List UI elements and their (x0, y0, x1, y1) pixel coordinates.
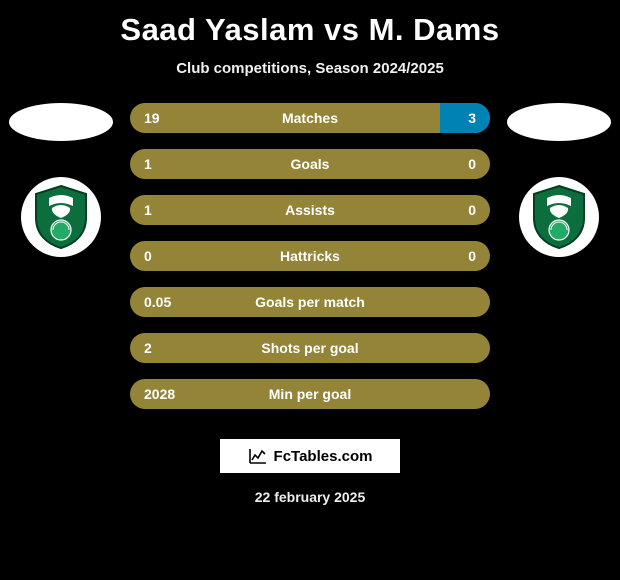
subtitle: Club competitions, Season 2024/2025 (0, 60, 620, 77)
stat-value-left: 2 (130, 340, 190, 356)
stat-row: 2028Min per goal (130, 379, 490, 409)
stat-row: 1Goals0 (130, 149, 490, 179)
stat-label: Hattricks (190, 248, 430, 264)
stat-row: 2Shots per goal (130, 333, 490, 363)
stat-row: 0Hattricks0 (130, 241, 490, 271)
stat-value-right: 0 (430, 202, 490, 218)
date-label: 22 february 2025 (0, 489, 620, 505)
stat-label: Goals per match (190, 294, 430, 310)
player1-avatar-placeholder (9, 103, 113, 141)
stat-value-left: 0.05 (130, 294, 190, 310)
stat-value-left: 1 (130, 202, 190, 218)
stat-label: Assists (190, 202, 430, 218)
stat-row: 19Matches3 (130, 103, 490, 133)
stat-value-left: 1 (130, 156, 190, 172)
stat-value-left: 0 (130, 248, 190, 264)
player2-avatar-placeholder (507, 103, 611, 141)
stats-list: 19Matches31Goals01Assists00Hattricks00.0… (130, 103, 490, 409)
player2-column (504, 103, 614, 257)
player2-club-badge (519, 177, 599, 257)
player1-club-badge (21, 177, 101, 257)
stat-value-left: 2028 (130, 386, 190, 402)
stat-label: Goals (190, 156, 430, 172)
player1-column (6, 103, 116, 257)
club-shield-icon (31, 184, 91, 250)
comparison-panel: 19Matches31Goals01Assists00Hattricks00.0… (0, 103, 620, 409)
stat-value-right: 0 (430, 248, 490, 264)
branding-badge[interactable]: FcTables.com (220, 439, 400, 473)
stat-label: Min per goal (190, 386, 430, 402)
branding-label: FcTables.com (274, 448, 373, 465)
stat-label: Shots per goal (190, 340, 430, 356)
stat-row: 1Assists0 (130, 195, 490, 225)
stat-row: 0.05Goals per match (130, 287, 490, 317)
stat-label: Matches (190, 110, 430, 126)
stat-value-right: 0 (430, 156, 490, 172)
stat-value-left: 19 (130, 110, 190, 126)
page-title: Saad Yaslam vs M. Dams (0, 0, 620, 48)
club-shield-icon (529, 184, 589, 250)
chart-icon (248, 447, 268, 465)
stat-value-right: 3 (430, 110, 490, 126)
